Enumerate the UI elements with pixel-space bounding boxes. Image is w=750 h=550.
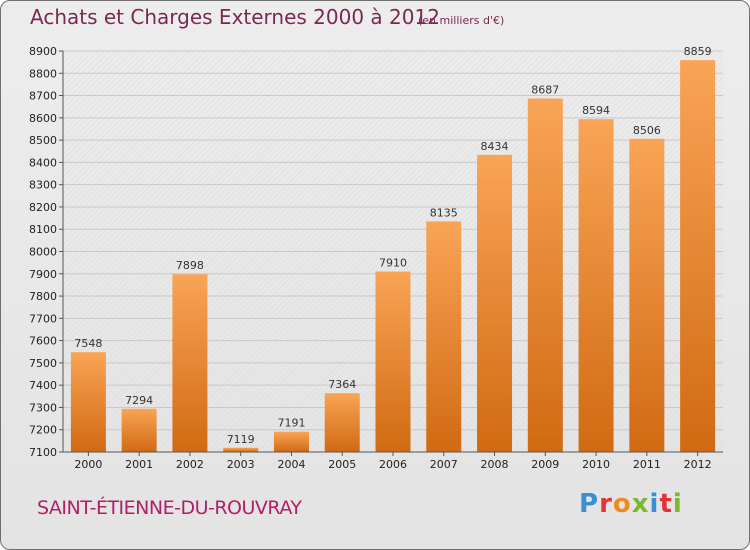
y-tick-label: 8800 <box>29 67 57 80</box>
logo-letter: i <box>672 489 683 519</box>
bar <box>324 393 360 452</box>
x-tick-label: 2003 <box>227 458 255 471</box>
y-tick-label: 8200 <box>29 201 57 214</box>
bar-value-label: 8859 <box>684 45 712 58</box>
city-name: SAINT-ÉTIENNE-DU-ROUVRAY <box>37 497 302 519</box>
y-tick-label: 8500 <box>29 134 57 147</box>
x-tick-label: 2006 <box>379 458 407 471</box>
y-tick-label: 8900 <box>29 45 57 58</box>
chart-unit-note: (en milliers d'€) <box>418 14 505 27</box>
x-tick-label: 2010 <box>582 458 610 471</box>
bar <box>121 408 157 452</box>
bar-value-label: 8506 <box>633 124 661 137</box>
y-tick-label: 8400 <box>29 156 57 169</box>
bar-value-label: 8687 <box>531 83 559 96</box>
y-tick-label: 7400 <box>29 379 57 392</box>
y-tick-label: 7700 <box>29 312 57 325</box>
bar <box>527 98 563 453</box>
y-tick-label: 7300 <box>29 401 57 414</box>
y-tick-label: 7800 <box>29 290 57 303</box>
x-tick-label: 2007 <box>430 458 458 471</box>
bar <box>70 352 106 452</box>
bar <box>477 154 513 452</box>
x-tick-label: 2002 <box>176 458 204 471</box>
y-tick-label: 8700 <box>29 90 57 103</box>
bar-value-label: 8434 <box>481 140 509 153</box>
y-tick-label: 8100 <box>29 223 57 236</box>
y-tick-label: 8600 <box>29 112 57 125</box>
bar-value-label: 7294 <box>125 394 153 407</box>
logo-letter: x <box>631 489 650 519</box>
y-tick-label: 7600 <box>29 335 57 348</box>
x-tick-label: 2008 <box>481 458 509 471</box>
bar-value-label: 7119 <box>227 433 255 446</box>
bar <box>223 447 259 452</box>
y-tick-label: 7500 <box>29 357 57 370</box>
x-tick-label: 2009 <box>531 458 559 471</box>
bar <box>680 60 716 453</box>
logo-letter: o <box>612 489 632 519</box>
x-tick-label: 2005 <box>328 458 356 471</box>
logo-letter: t <box>659 489 673 519</box>
y-tick-label: 7100 <box>29 446 57 459</box>
bar-value-label: 7548 <box>74 337 102 350</box>
bar-value-label: 7364 <box>328 378 356 391</box>
bar <box>426 221 462 452</box>
bar <box>172 274 208 452</box>
bar-value-label: 7191 <box>277 417 305 430</box>
bar-value-label: 8135 <box>430 206 458 219</box>
bar <box>273 431 309 452</box>
logo-letter: P <box>579 489 600 519</box>
x-tick-label: 2011 <box>633 458 661 471</box>
y-tick-label: 7200 <box>29 424 57 437</box>
x-tick-label: 2004 <box>277 458 305 471</box>
y-tick-label: 7900 <box>29 268 57 281</box>
x-tick-label: 2001 <box>125 458 153 471</box>
logo-letter: i <box>649 489 660 519</box>
proxiti-logo: Proxiti <box>579 489 683 519</box>
x-tick-label: 2012 <box>684 458 712 471</box>
bar-value-label: 7898 <box>176 259 204 272</box>
y-tick-label: 8300 <box>29 179 57 192</box>
bar-value-label: 8594 <box>582 104 610 117</box>
bar <box>375 271 411 452</box>
bar <box>578 119 614 453</box>
bar-value-label: 7910 <box>379 257 407 270</box>
chart-title: Achats et Charges Externes 2000 à 2012 <box>30 5 440 29</box>
logo-letter: r <box>599 489 613 519</box>
x-tick-label: 2000 <box>74 458 102 471</box>
y-tick-label: 8000 <box>29 246 57 259</box>
bar <box>629 138 665 452</box>
